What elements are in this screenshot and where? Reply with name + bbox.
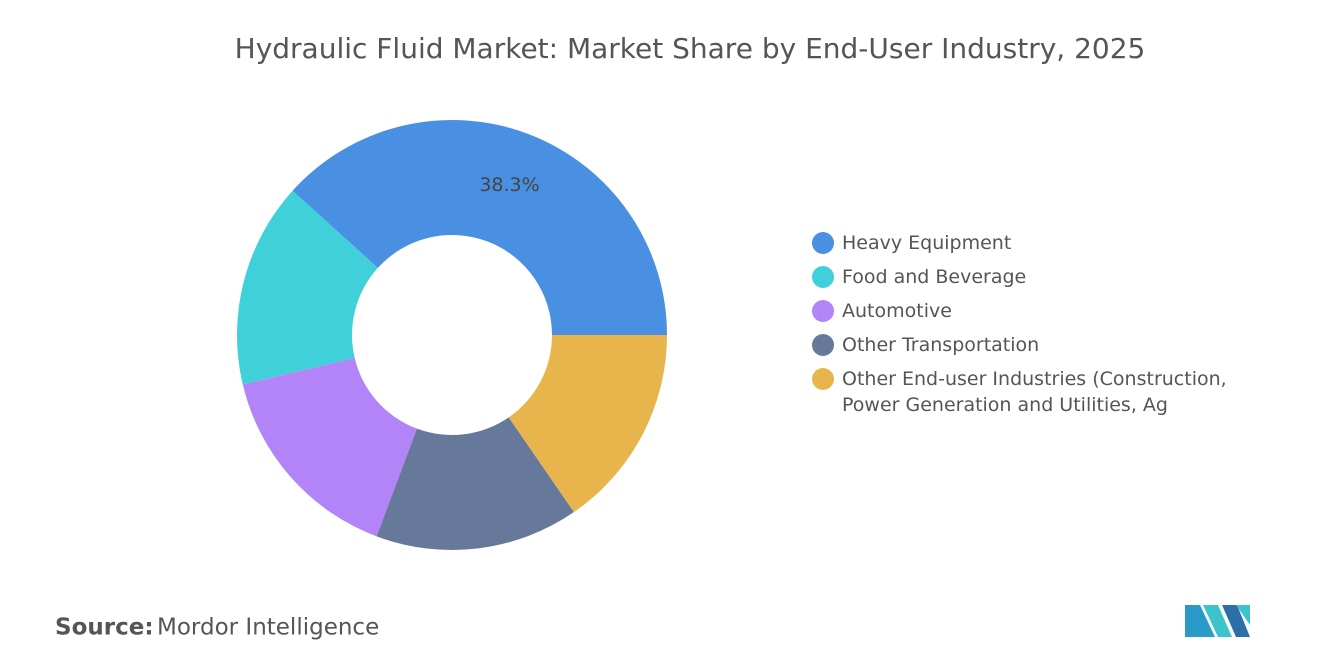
chart-title: Hydraulic Fluid Market: Market Share by … bbox=[235, 32, 1146, 65]
data-label: 38.3% bbox=[479, 174, 539, 196]
donut-slice bbox=[376, 417, 574, 550]
legend-swatch bbox=[812, 300, 834, 322]
legend-item: Food and Beverage bbox=[812, 264, 1262, 290]
donut-slice bbox=[242, 358, 417, 537]
legend-item: Other End-user Industries (Construction,… bbox=[812, 366, 1262, 418]
donut: 38.3% bbox=[236, 119, 667, 550]
legend-swatch bbox=[812, 368, 834, 390]
legend-swatch bbox=[812, 266, 834, 288]
legend-label: Other Transportation bbox=[842, 334, 1040, 356]
legend-swatch bbox=[812, 334, 834, 356]
legend-item: Heavy Equipment bbox=[812, 230, 1262, 256]
legend-label: Other End-user Industries (Construction,… bbox=[842, 368, 1227, 416]
legend: Heavy Equipment Food and Beverage Automoti… bbox=[812, 230, 1262, 426]
donut-slice bbox=[508, 335, 667, 513]
donut-slice bbox=[292, 119, 667, 335]
source-label: Source: bbox=[55, 615, 154, 641]
legend-swatch bbox=[812, 232, 834, 254]
logo bbox=[1185, 605, 1250, 637]
legend-item: Automotive bbox=[812, 298, 1262, 324]
legend-label: Food and Beverage bbox=[842, 266, 1027, 288]
legend-item: Other Transportation bbox=[812, 332, 1262, 358]
legend-label: Heavy Equipment bbox=[842, 232, 1012, 254]
donut-slice bbox=[236, 190, 378, 385]
source-text: Mordor Intelligence bbox=[157, 615, 379, 641]
legend-label: Automotive bbox=[842, 300, 952, 322]
